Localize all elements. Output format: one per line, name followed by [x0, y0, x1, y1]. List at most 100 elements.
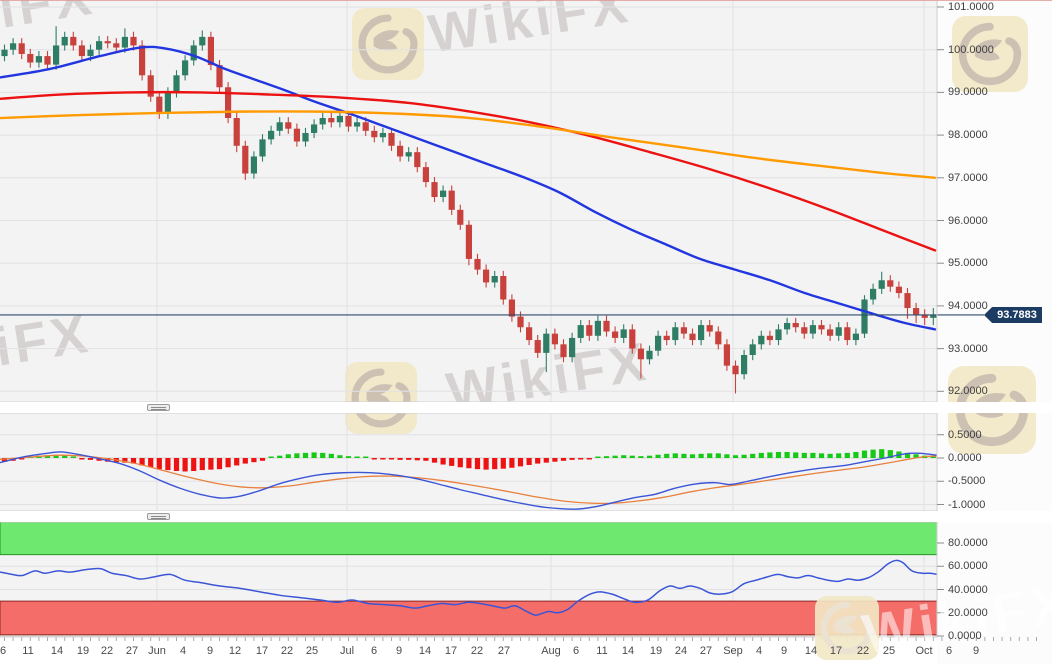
- candle-body: [809, 325, 816, 334]
- x-axis-label: 9: [972, 645, 980, 657]
- macd-histogram-bar: [535, 458, 541, 464]
- macd-histogram-bar: [818, 453, 825, 458]
- rsi-line: [0, 559, 938, 616]
- candle-body: [276, 122, 283, 131]
- candle-body: [27, 53, 34, 63]
- macd-histogram-bar: [423, 458, 429, 461]
- candle-body: [689, 333, 696, 341]
- panel-resize-handle-1[interactable]: [147, 404, 170, 411]
- candle-body: [61, 36, 68, 46]
- y-axis-label: 0.0000: [948, 452, 982, 464]
- candle-body: [96, 41, 103, 50]
- macd-histogram-bar: [612, 455, 618, 458]
- candle-body: [852, 333, 859, 341]
- x-axis-label: 27: [497, 645, 511, 657]
- candle-body: [500, 276, 507, 300]
- x-axis-label: Jun: [148, 645, 166, 657]
- candle-body: [827, 329, 834, 336]
- x-axis-label: 22: [280, 645, 294, 657]
- candle-body: [431, 182, 438, 198]
- candle-body: [784, 322, 791, 330]
- candle-body: [190, 45, 197, 61]
- x-axis-label: 27: [699, 645, 713, 657]
- candle-body: [345, 115, 352, 127]
- candle-body: [10, 43, 17, 50]
- candle-body: [844, 327, 851, 341]
- macd-line: [0, 451, 938, 510]
- y-axis-label: 99.0000: [948, 86, 988, 99]
- macd-histogram-bar: [62, 455, 68, 458]
- macd-histogram-bar: [870, 449, 876, 458]
- candle-body: [930, 314, 937, 318]
- candle-body: [388, 132, 395, 146]
- candle-body: [113, 43, 120, 48]
- macd-histogram-bar: [879, 449, 885, 458]
- x-axis-label: 11: [22, 645, 34, 657]
- candle-body: [603, 320, 610, 332]
- oversold-band: [0, 600, 938, 636]
- macd-histogram-bar: [904, 452, 911, 458]
- candle-body: [147, 75, 154, 97]
- macd-histogram-bar: [216, 458, 223, 470]
- macd-histogram-bar: [268, 456, 274, 458]
- candle-body: [302, 132, 309, 142]
- macd-histogram-bar: [388, 458, 395, 460]
- macd-histogram-bar: [320, 452, 326, 458]
- candle-body: [311, 124, 318, 133]
- candle-body: [586, 325, 593, 336]
- candle-body: [878, 280, 885, 289]
- macd-histogram-bar: [259, 458, 266, 461]
- y-axis-label: 92.0000: [948, 385, 988, 398]
- candle-body: [242, 145, 249, 174]
- panel-divider-2: [0, 511, 1052, 522]
- macd-histogram-bar: [225, 458, 231, 468]
- candle-body: [801, 327, 808, 334]
- macd-histogram-bar: [440, 458, 446, 465]
- candle-body: [766, 335, 773, 341]
- macd-histogram-bar: [707, 453, 713, 458]
- macd-histogram-bar: [130, 458, 137, 464]
- macd-histogram-bar: [449, 458, 455, 466]
- top-hairline: [0, 0, 1052, 1]
- candle-body: [319, 118, 326, 125]
- macd-histogram-bar: [638, 456, 644, 458]
- candle-body: [913, 308, 920, 315]
- macd-histogram-bar: [380, 458, 386, 460]
- y-axis-label: 60.0000: [948, 560, 988, 573]
- x-axis-label: 9: [395, 645, 403, 657]
- macd-histogram-bar: [586, 458, 592, 460]
- x-axis-label: 4: [179, 645, 187, 657]
- candle-body: [569, 337, 576, 358]
- candle-body: [328, 118, 335, 123]
- x-axis-label: 9: [780, 645, 788, 657]
- macd-histogram-bar: [595, 456, 601, 458]
- x-axis-label: 17: [829, 645, 843, 657]
- macd-histogram-bar: [603, 456, 610, 458]
- x-axis-label: 19: [649, 645, 663, 657]
- ma-mid-red: [0, 90, 937, 252]
- macd-histogram-bar: [328, 453, 334, 458]
- x-axis-label: Jul: [339, 645, 355, 657]
- x-axis-label: 6: [572, 645, 580, 657]
- macd-histogram-bar: [182, 458, 188, 472]
- candle-body: [741, 355, 748, 375]
- candle-body: [792, 322, 799, 328]
- macd-histogram-bar: [784, 451, 790, 458]
- candle-body: [655, 335, 662, 351]
- macd-histogram-bar: [500, 458, 506, 469]
- candle-body: [551, 333, 558, 345]
- candle-body: [70, 36, 77, 46]
- macd-histogram-bar: [517, 458, 524, 467]
- candle-body: [207, 36, 214, 66]
- macd-histogram-bar: [294, 453, 300, 458]
- panel-resize-handle-2[interactable]: [147, 513, 170, 520]
- y-axis-label: 98.0000: [948, 129, 988, 142]
- candle-body: [121, 36, 128, 48]
- candle-body: [448, 190, 455, 210]
- candle-body: [560, 344, 567, 358]
- macd-histogram-bar: [173, 458, 180, 472]
- x-axis-label: 22: [100, 645, 114, 657]
- macd-histogram-bar: [371, 458, 377, 460]
- candle-body: [250, 156, 257, 174]
